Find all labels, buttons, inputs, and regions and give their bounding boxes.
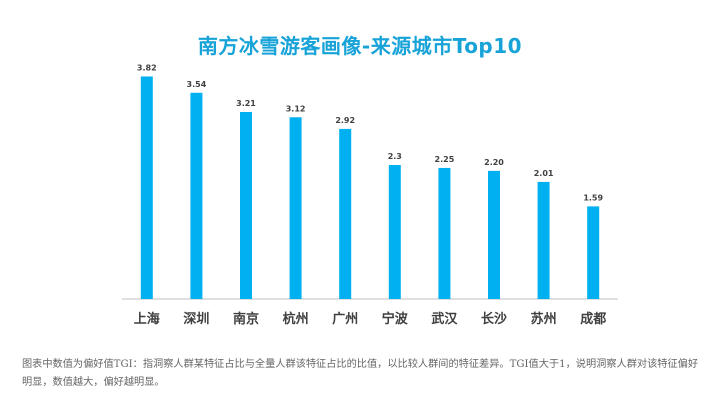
- bar-5: [339, 128, 352, 299]
- data-label-2: 3.54: [187, 80, 207, 89]
- x-tick-label-6: 宁波: [382, 311, 409, 327]
- data-label-5: 2.92: [335, 116, 355, 125]
- data-label-7: 2.25: [435, 155, 455, 164]
- data-label-9: 2.01: [534, 169, 554, 178]
- bar-6: [388, 165, 401, 299]
- chart-title: 南方冰雪游客画像-来源城市Top10: [197, 34, 523, 58]
- data-label-4: 3.12: [286, 104, 306, 113]
- x-tick-label-4: 杭州: [283, 311, 309, 327]
- x-tick-label-2: 深圳: [183, 311, 209, 327]
- bar-3: [240, 112, 252, 299]
- bar-2: [190, 92, 203, 299]
- bar-4: [289, 117, 302, 299]
- x-tick-label-5: 广州: [332, 311, 358, 327]
- data-label-8: 2.20: [484, 158, 504, 167]
- bar-9: [537, 181, 550, 299]
- data-label-6: 2.3: [388, 152, 402, 161]
- x-tick-label-1: 上海: [134, 311, 160, 327]
- x-tick-label-9: 苏州: [531, 311, 557, 327]
- x-tick-label-3: 南京: [233, 311, 259, 327]
- footnote: 图表中数值为偏好值TGI：指洞察人群某特征占比与全量人群该特征占比的比值，以比较…: [22, 359, 699, 388]
- data-label-3: 3.21: [236, 99, 256, 108]
- bar-1: [140, 76, 153, 299]
- bar-10: [587, 206, 600, 299]
- x-tick-label-7: 武汉: [431, 311, 458, 327]
- x-tick-label-8: 长沙: [481, 311, 507, 327]
- bar-8: [488, 170, 500, 299]
- data-label-10: 1.59: [583, 193, 603, 202]
- x-tick-label-10: 成都: [580, 311, 606, 327]
- bar-7: [438, 167, 451, 299]
- data-label-1: 3.82: [137, 63, 157, 72]
